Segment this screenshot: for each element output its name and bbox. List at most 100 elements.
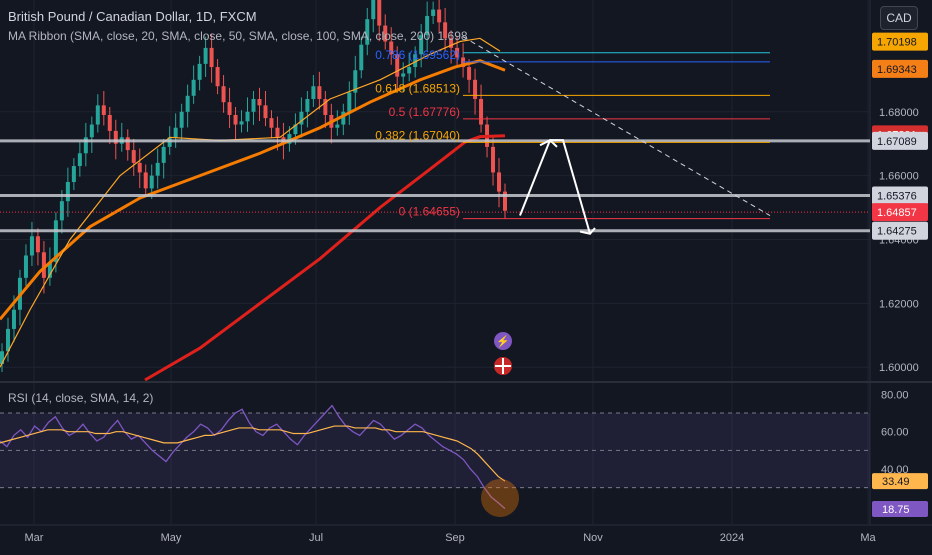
price-label-text: 1.65376 (877, 191, 917, 203)
projection-path (519, 139, 591, 235)
candle-body (377, 0, 382, 26)
candle-body (203, 47, 208, 64)
fib-label: 0.618 (1.68513) (375, 81, 460, 95)
time-tick-label: 2024 (720, 532, 744, 544)
candle-body (245, 111, 250, 122)
candle-body (479, 98, 484, 125)
candle-body (239, 121, 244, 125)
time-tick-label: Sep (445, 532, 465, 544)
candle-body (365, 19, 370, 45)
candle-body (89, 124, 94, 138)
price-tick-label: 1.62000 (879, 298, 919, 310)
arrow-head-down (579, 227, 596, 235)
candle-body (149, 175, 154, 189)
fib-label: 0.5 (1.67776) (389, 105, 460, 119)
rsi-ma-line (0, 425, 506, 482)
sma50-line (0, 37, 501, 368)
candle-body (341, 111, 346, 125)
candle-body (269, 118, 274, 128)
candle-body (29, 236, 34, 256)
flash-glyph: ⚡ (496, 335, 510, 348)
candle-body (11, 309, 16, 329)
candle-body (383, 25, 388, 42)
currency-button[interactable]: CAD (880, 6, 918, 30)
indicator-label: MA Ribbon (SMA, close, 20, SMA, close, 5… (8, 29, 468, 43)
candle-body (215, 67, 220, 87)
fib-label: 0.382 (1.67040) (375, 128, 460, 142)
time-tick-label: Ma (860, 532, 876, 544)
candle-body (41, 252, 46, 278)
candle-body (275, 127, 280, 138)
candle-body (473, 79, 478, 99)
candle-body (299, 111, 304, 125)
candle-body (317, 86, 322, 99)
time-tick-label: Nov (583, 532, 603, 544)
candle-body (173, 127, 178, 138)
candle-body (227, 102, 232, 115)
price-label-box (872, 131, 928, 150)
candle-body (287, 134, 292, 144)
fib-label: 0.786 (1.69562) (375, 48, 460, 62)
price-label-text: 1.64857 (877, 207, 917, 219)
candle-body (65, 182, 70, 202)
candle-body (71, 166, 76, 183)
symbol-title: British Pound / Canadian Dollar, 1D, FXC… (8, 9, 257, 24)
candle-body (5, 328, 10, 352)
rsi-tick-label: 80.00 (881, 389, 909, 401)
candle-body (113, 130, 118, 144)
candle-body (263, 105, 268, 119)
candle-body (467, 67, 472, 80)
candle-body (233, 114, 238, 125)
candle-body (143, 172, 148, 189)
candle-body (35, 236, 40, 253)
candle-body (209, 47, 214, 68)
rsi-line (0, 404, 506, 510)
candle-body (395, 54, 400, 77)
price-label-box (872, 59, 928, 78)
candle-body (125, 137, 130, 151)
rsi-ma-value-box (872, 473, 928, 490)
candle-body (77, 153, 82, 167)
time-tick-label: Jul (309, 532, 323, 544)
rsi-tick-label: 60.00 (881, 427, 909, 439)
candle-body (503, 191, 507, 211)
candle-body (155, 162, 160, 176)
candle-body (59, 201, 64, 221)
rsi-label: RSI (14, close, SMA, 14, 2) (8, 391, 154, 405)
candle-body (323, 98, 328, 115)
candle-body (191, 79, 196, 96)
candle-body (401, 73, 406, 77)
candle-body (449, 38, 454, 48)
price-label-text: 1.64275 (877, 226, 917, 238)
candle-body (137, 162, 142, 173)
candle-body (371, 0, 376, 20)
price-label-text: 1.69343 (877, 64, 917, 76)
rsi-tick-label: 40.00 (881, 464, 909, 476)
candle-body (47, 261, 52, 278)
candle-body (161, 146, 166, 163)
candle-body (413, 54, 418, 68)
candle-body (107, 114, 112, 131)
candle-body (335, 124, 340, 128)
candle-body (257, 98, 262, 106)
price-tick-label: 1.68000 (879, 107, 919, 119)
price-label-box (872, 221, 928, 240)
candle-body (497, 172, 502, 192)
price-tick-label: 1.66000 (879, 171, 919, 183)
candle-body (0, 351, 4, 365)
price-label-box (872, 32, 928, 51)
price-tick-label: 1.60000 (879, 362, 919, 374)
candle-body (491, 146, 496, 173)
candle-body (83, 137, 88, 154)
candle-body (95, 105, 100, 125)
time-tick-label: Mar (25, 532, 44, 544)
rsi-value-box (872, 501, 928, 517)
candle-body (425, 15, 430, 36)
candle-body (455, 47, 460, 58)
candle-body (293, 124, 298, 135)
candle-body (221, 86, 226, 103)
time-tick-label: May (161, 532, 182, 544)
candle-body (443, 22, 448, 39)
